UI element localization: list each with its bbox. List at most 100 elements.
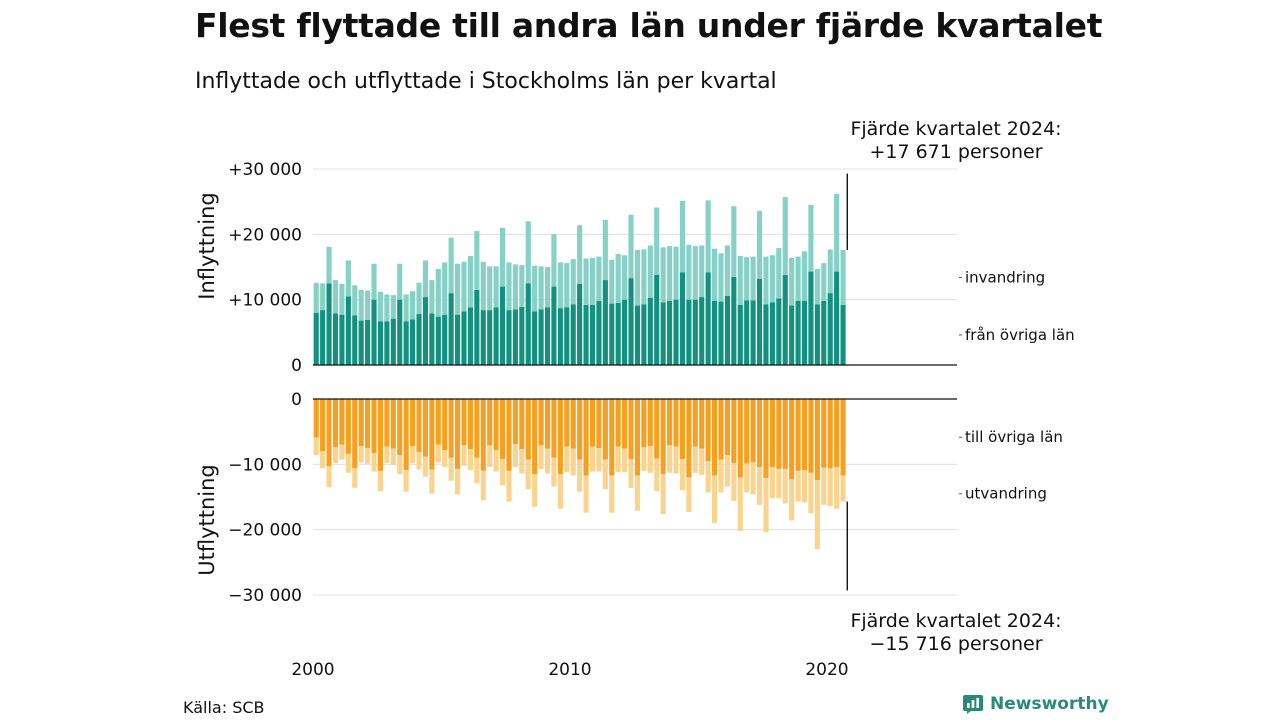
bar-outflow-other-counties: [564, 399, 570, 447]
bar-inflow-immigration: [525, 221, 531, 284]
bar-inflow-other-counties: [532, 311, 538, 365]
bar-outflow-emigration: [442, 449, 448, 467]
bar-outflow-other-counties: [570, 399, 576, 449]
bar-inflow-immigration: [403, 294, 409, 322]
bar-outflow-other-counties: [499, 399, 506, 460]
bar-outflow-other-counties: [532, 399, 538, 475]
bar-outflow-other-counties: [506, 399, 512, 471]
bar-outflow-other-counties: [692, 399, 698, 447]
bar-outflow-emigration: [731, 463, 737, 501]
bar-inflow-immigration: [750, 256, 756, 301]
bar-inflow-immigration: [352, 285, 358, 316]
bar-outflow-other-counties: [384, 399, 390, 447]
bar-inflow-other-counties: [506, 310, 512, 365]
bar-inflow-immigration: [782, 197, 788, 275]
bar-inflow-other-counties: [699, 297, 705, 365]
bar-inflow-other-counties: [795, 300, 801, 365]
bar-inflow-immigration: [769, 255, 775, 303]
bar-inflow-immigration: [673, 246, 679, 300]
bar-outflow-other-counties: [403, 399, 409, 471]
bar-inflow-other-counties: [583, 304, 589, 365]
bar-outflow-other-counties: [397, 399, 403, 456]
bar-outflow-other-counties: [821, 399, 827, 468]
bar-outflow-other-counties: [557, 399, 563, 475]
bar-outflow-other-counties: [634, 399, 641, 476]
bar-inflow-other-counties: [487, 310, 493, 365]
bar-inflow-other-counties: [724, 295, 730, 365]
bar-inflow-immigration: [834, 193, 840, 272]
bar-outflow-other-counties: [763, 399, 769, 479]
bar-inflow-immigration: [718, 253, 724, 302]
y-tick-label: −10 000: [228, 455, 302, 475]
bar-outflow-emigration: [461, 445, 467, 466]
bar-inflow-other-counties: [397, 299, 403, 365]
bar-inflow-immigration: [538, 266, 544, 310]
bar-inflow-immigration: [660, 247, 666, 303]
bar-outflow-other-counties: [583, 399, 589, 476]
bar-outflow-emigration: [801, 470, 808, 503]
bar-outflow-emigration: [583, 475, 589, 513]
bar-inflow-other-counties: [416, 314, 422, 365]
bar-inflow-other-counties: [499, 286, 506, 365]
bar-outflow-emigration: [384, 446, 390, 464]
bar-outflow-other-counties: [493, 399, 499, 450]
bar-inflow-other-counties: [371, 299, 377, 365]
bar-outflow-other-counties: [711, 399, 718, 476]
bar-inflow-other-counties: [422, 297, 429, 365]
bar-outflow-other-counties: [422, 399, 429, 457]
bar-inflow-immigration: [493, 266, 499, 308]
bar-inflow-other-counties: [493, 307, 499, 365]
brand[interactable]: Newsworthy: [962, 693, 1109, 715]
bar-outflow-emigration: [377, 470, 384, 492]
bar-outflow-other-counties: [814, 399, 820, 481]
bar-inflow-immigration: [461, 261, 467, 312]
bar-inflow-immigration: [596, 256, 602, 301]
bar-outflow-other-counties: [834, 399, 840, 467]
bar-inflow-immigration: [692, 246, 698, 300]
bar-outflow-other-counties: [371, 399, 377, 454]
bar-outflow-other-counties: [512, 399, 518, 445]
bar-inflow-other-counties: [808, 271, 814, 365]
bar-outflow-emigration: [332, 447, 339, 464]
bar-inflow-immigration: [705, 200, 711, 273]
bar-inflow-other-counties: [615, 302, 621, 365]
chart-title: Flest flyttade till andra län under fjär…: [195, 6, 1103, 45]
bar-outflow-other-counties: [320, 399, 326, 452]
bar-outflow-other-counties: [808, 399, 814, 473]
bar-outflow-other-counties: [782, 399, 788, 469]
bar-outflow-emigration: [538, 445, 544, 469]
bar-outflow-emigration: [750, 462, 756, 495]
bar-inflow-other-counties: [789, 305, 795, 365]
bar-inflow-other-counties: [769, 302, 775, 365]
bar-inflow-immigration: [429, 280, 435, 314]
bar-outflow-emigration: [763, 478, 769, 533]
bar-outflow-emigration: [673, 446, 679, 474]
bar-outflow-other-counties: [390, 399, 396, 449]
y-tick-label: −30 000: [228, 586, 302, 606]
bar-outflow-emigration: [718, 459, 724, 493]
bar-inflow-other-counties: [763, 304, 769, 365]
bar-outflow-emigration: [737, 477, 743, 531]
bar-outflow-emigration: [711, 475, 718, 524]
bar-inflow-other-counties: [622, 299, 628, 365]
bar-outflow-emigration: [724, 455, 730, 487]
bar-inflow-immigration: [789, 257, 795, 306]
bar-inflow-other-counties: [647, 297, 653, 365]
bar-outflow-other-counties: [795, 399, 801, 471]
bar-outflow-emigration: [345, 453, 351, 473]
bar-inflow-immigration: [422, 260, 429, 298]
bar-inflow-other-counties: [326, 283, 332, 365]
bar-outflow-emigration: [544, 448, 551, 474]
bar-outflow-emigration: [448, 457, 454, 481]
bar-outflow-emigration: [622, 448, 628, 473]
bar-inflow-other-counties: [756, 278, 763, 365]
bar-inflow-immigration: [416, 282, 422, 315]
bar-inflow-other-counties: [641, 304, 647, 365]
bar-outflow-emigration: [397, 455, 403, 475]
bar-outflow-other-counties: [731, 399, 737, 464]
bar-inflow-immigration: [557, 262, 563, 309]
bar-outflow-other-counties: [377, 399, 384, 471]
bar-inflow-other-counties: [390, 318, 396, 365]
bar-outflow-other-counties: [615, 399, 621, 447]
